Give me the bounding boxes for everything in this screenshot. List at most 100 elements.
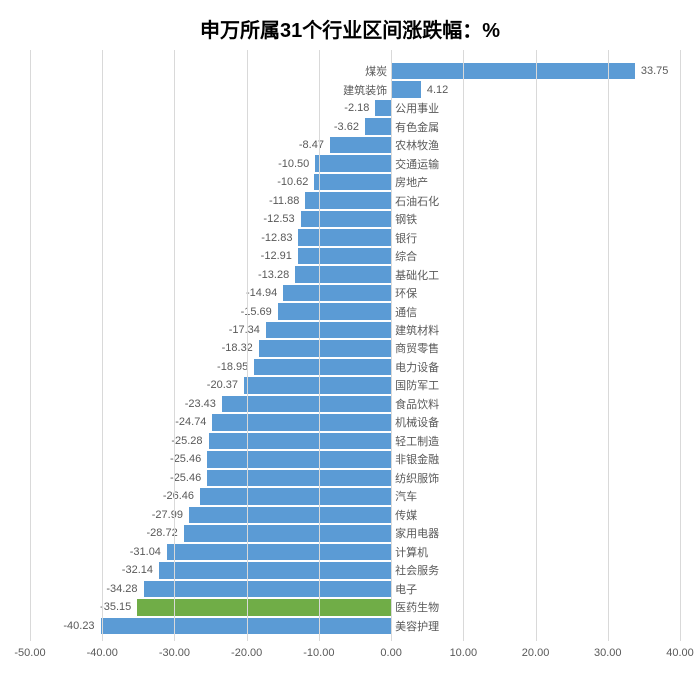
category-label: 综合	[395, 248, 417, 264]
x-tick-label: 10.00	[450, 647, 478, 659]
category-label: 房地产	[395, 174, 428, 190]
bar-row: 银行-12.83	[30, 228, 680, 246]
bar	[298, 248, 391, 264]
category-label: 社会服务	[395, 562, 439, 578]
value-label: -35.15	[100, 601, 131, 613]
bars-wrap: 煤炭33.75建筑装饰4.12公用事业-2.18有色金属-3.62农林牧渔-8.…	[30, 62, 680, 635]
bar-row: 钢铁-12.53	[30, 210, 680, 228]
value-label: 33.75	[641, 65, 669, 77]
gridline	[536, 50, 537, 641]
category-label: 环保	[395, 285, 417, 301]
category-label: 有色金属	[395, 119, 439, 135]
bar	[298, 229, 391, 245]
bar-row: 食品饮料-23.43	[30, 395, 680, 413]
category-label: 计算机	[395, 544, 428, 560]
bar-row: 农林牧渔-8.47	[30, 136, 680, 154]
value-label: -18.95	[217, 361, 248, 373]
bar-row: 房地产-10.62	[30, 173, 680, 191]
bar-row: 综合 -12.91	[30, 247, 680, 265]
bar	[314, 174, 391, 190]
bar-row: 建筑材料-17.34	[30, 321, 680, 339]
value-label: -12.53	[263, 213, 294, 225]
bar	[315, 155, 391, 171]
value-label: -12.83	[261, 232, 292, 244]
value-label: -25.28	[171, 435, 202, 447]
bar	[207, 451, 391, 467]
bar	[200, 488, 391, 504]
value-label: -13.28	[258, 269, 289, 281]
category-label: 医药生物	[395, 599, 439, 615]
value-label: -24.74	[175, 416, 206, 428]
bar	[254, 359, 391, 375]
bar-row: 电力设备-18.95	[30, 358, 680, 376]
bar-row: 纺织服饰-25.46	[30, 469, 680, 487]
bar	[189, 507, 391, 523]
x-tick-label: -10.00	[303, 647, 334, 659]
value-label: -20.37	[207, 379, 238, 391]
plot-area: 煤炭33.75建筑装饰4.12公用事业-2.18有色金属-3.62农林牧渔-8.…	[30, 50, 680, 659]
value-label: -27.99	[152, 509, 183, 521]
category-label: 美容护理	[395, 618, 439, 634]
x-tick-label: -20.00	[231, 647, 262, 659]
bar-row: 建筑装饰4.12	[30, 80, 680, 98]
bar	[167, 544, 391, 560]
bar	[266, 322, 391, 338]
category-label: 商贸零售	[395, 340, 439, 356]
bar	[330, 137, 391, 153]
value-label: -28.72	[147, 527, 178, 539]
bar	[391, 81, 421, 97]
gridline	[391, 50, 392, 641]
gridline	[680, 50, 681, 641]
bar	[159, 562, 391, 578]
value-label: -12.91	[261, 250, 292, 262]
value-label: -2.18	[344, 102, 369, 114]
bar	[184, 525, 391, 541]
category-label: 通信	[395, 304, 417, 320]
value-label: -11.88	[269, 195, 299, 207]
bar-row: 传媒 -27.99	[30, 506, 680, 524]
bar-row: 基础化工 -13.28	[30, 265, 680, 283]
x-tick-label: 20.00	[522, 647, 550, 659]
x-tick-label: 0.00	[380, 647, 401, 659]
category-label: 纺织服饰	[395, 470, 439, 486]
category-label: 汽车	[395, 488, 417, 504]
chart-container: 申万所属31个行业区间涨跌幅：% 煤炭33.75建筑装饰4.12公用事业-2.1…	[0, 0, 700, 689]
gridline	[174, 50, 175, 641]
category-label: 国防军工	[395, 377, 439, 393]
bar-row: 通信 -15.69	[30, 302, 680, 320]
value-label: -15.69	[241, 306, 272, 318]
category-label: 家用电器	[395, 525, 439, 541]
category-label: 交通运输	[395, 156, 439, 172]
gridline	[463, 50, 464, 641]
value-label: -40.23	[63, 620, 94, 632]
bar-row: 轻工制造-25.28	[30, 432, 680, 450]
value-label: -23.43	[185, 398, 216, 410]
value-label: -14.94	[246, 287, 277, 299]
bar	[301, 211, 391, 227]
gridline	[319, 50, 320, 641]
bar-row: 有色金属-3.62	[30, 117, 680, 135]
bar-row: 汽车-26.46	[30, 487, 680, 505]
bar	[209, 433, 392, 449]
value-label: -34.28	[106, 583, 137, 595]
bar-row: 国防军工 -20.37	[30, 376, 680, 394]
category-label: 公用事业	[395, 100, 439, 116]
category-label: 基础化工	[395, 267, 439, 283]
bar-row: 环保 -14.94	[30, 284, 680, 302]
category-label: 机械设备	[395, 414, 439, 430]
x-tick-label: -50.00	[14, 647, 45, 659]
bar	[212, 414, 391, 430]
bar-row: 石油石化 -11.88	[30, 191, 680, 209]
category-label: 石油石化	[395, 193, 439, 209]
category-label: 建筑材料	[395, 322, 439, 338]
bar-row: 机械设备 -24.74	[30, 413, 680, 431]
category-label: 传媒	[395, 507, 417, 523]
bar-row: 公用事业 -2.18	[30, 99, 680, 117]
bar	[295, 266, 391, 282]
x-tick-label: 30.00	[594, 647, 622, 659]
x-tick-label: -40.00	[87, 647, 118, 659]
category-label: 建筑装饰	[343, 82, 387, 98]
bar	[244, 377, 391, 393]
value-label: -10.50	[278, 158, 309, 170]
bar	[144, 581, 392, 597]
